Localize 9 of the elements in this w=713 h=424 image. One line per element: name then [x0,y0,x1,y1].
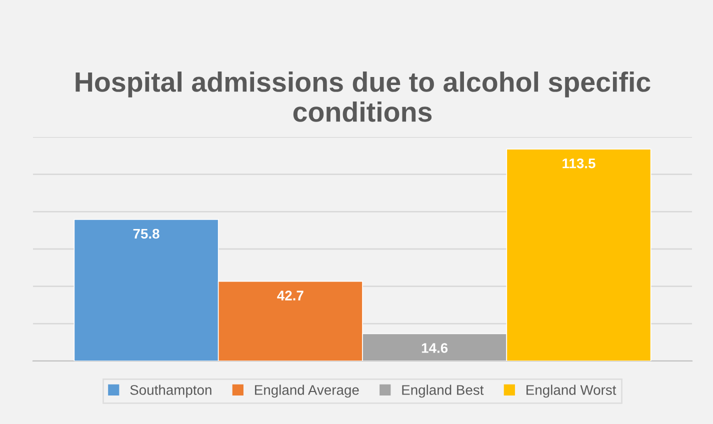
legend-label: England Worst [526,384,616,398]
chart-title: Hospital admissions due to alcohol specific conditions [76,72,650,122]
data-label: 113.5 [562,158,596,168]
data-label: 42.7 [277,290,304,300]
data-label: 75.8 [133,228,160,239]
legend-label: England Best [402,384,484,398]
data-label: 14.6 [422,343,448,353]
legend-label: England Average [255,384,359,398]
legend-label: Southampton [130,384,212,398]
